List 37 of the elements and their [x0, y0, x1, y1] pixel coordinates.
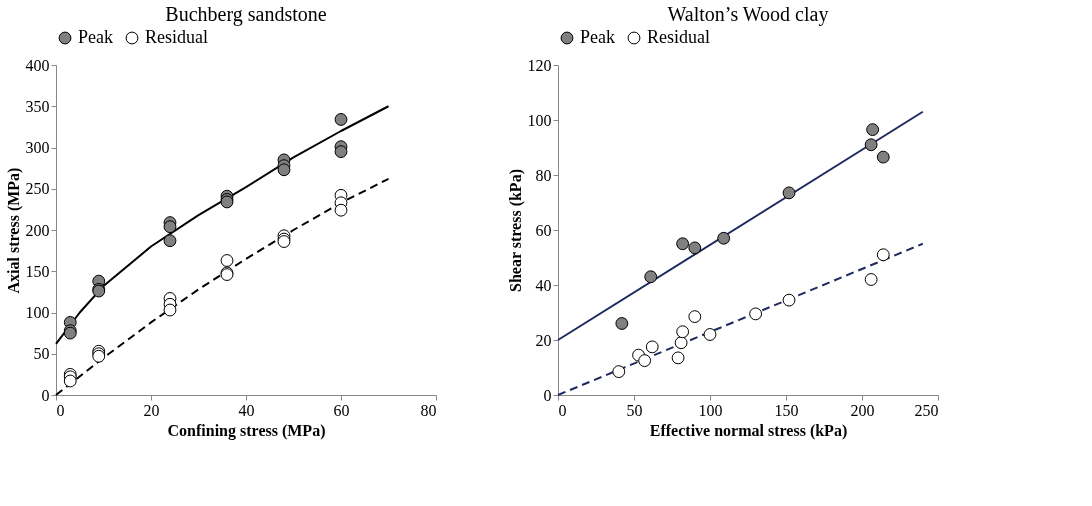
- y-tick-label: 350: [25, 97, 50, 115]
- y-tick-label: 150: [25, 262, 50, 280]
- y-tick-label: 40: [535, 276, 552, 294]
- y-tick-label: 250: [25, 180, 50, 198]
- y-tick-label: 200: [25, 221, 50, 239]
- legend-label: Peak: [580, 27, 615, 47]
- x-axis-title: Effective normal stress (kPa): [649, 421, 848, 440]
- y-tick-label: 100: [527, 111, 552, 129]
- y-tick-label: 120: [527, 56, 552, 74]
- x-tick-label: 0: [56, 401, 65, 419]
- y-tick-label: 400: [25, 56, 50, 74]
- y-tick-label: 300: [25, 139, 50, 156]
- x-axis-title: Confining stress (MPa): [167, 421, 326, 440]
- y-axis-title: Shear stress (kPa): [506, 169, 525, 292]
- x-tick-label: 200: [850, 401, 875, 419]
- y-tick-label: 80: [535, 166, 552, 184]
- x-tick-label: 20: [143, 401, 160, 419]
- x-tick-label: 60: [333, 401, 350, 419]
- y-tick-label: 50: [33, 345, 50, 363]
- y-tick-label: 0: [543, 386, 552, 404]
- chart-title: Buchberg sandstone: [165, 3, 327, 26]
- y-axis-title: Axial stress (MPa): [4, 167, 23, 294]
- legend-label: Residual: [145, 27, 208, 47]
- x-tick-label: 0: [558, 401, 567, 419]
- legend-label: Peak: [78, 27, 113, 47]
- x-tick-label: 250: [914, 401, 939, 419]
- y-tick-label: 100: [25, 304, 50, 321]
- x-tick-label: 80: [420, 401, 437, 419]
- legend-label: Residual: [647, 27, 710, 47]
- y-tick-label: 20: [535, 331, 552, 349]
- y-tick-label: 0: [41, 386, 50, 404]
- x-tick-label: 50: [626, 401, 643, 419]
- x-tick-label: 150: [774, 401, 799, 419]
- x-tick-label: 100: [698, 401, 723, 419]
- y-tick-label: 60: [535, 221, 552, 239]
- x-tick-label: 40: [238, 401, 255, 419]
- chart-title: Walton’s Wood clay: [667, 3, 829, 26]
